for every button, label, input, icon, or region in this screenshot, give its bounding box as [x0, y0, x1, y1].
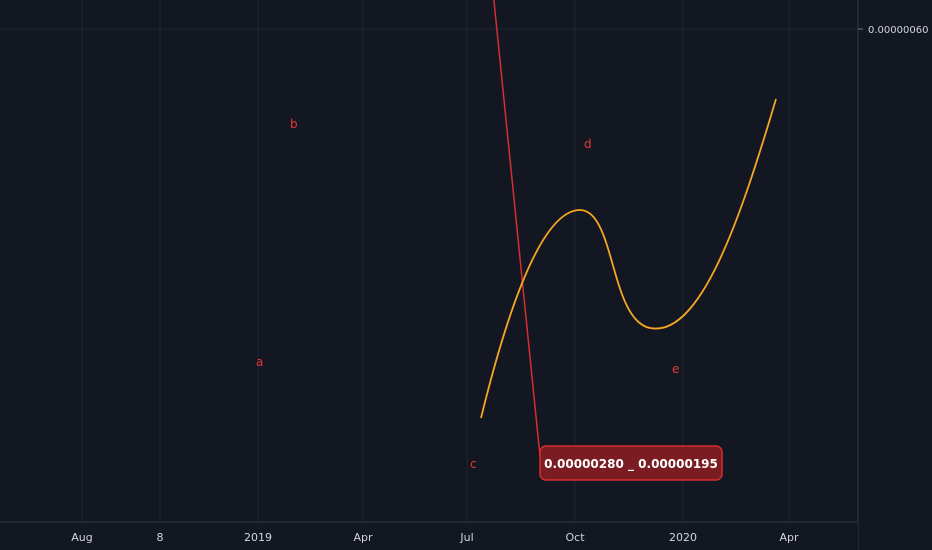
time-tick-label: 8: [157, 531, 164, 544]
time-axis-bg: [0, 522, 858, 550]
callout-text: 0.00000280 _ 0.00000195: [544, 457, 718, 472]
time-tick-label: 2019: [244, 531, 272, 544]
time-tick-label: Aug: [71, 531, 92, 544]
callout-connector: [493, 0, 541, 457]
grid-lines: [0, 0, 858, 522]
wave-label-c: c: [470, 457, 477, 471]
price-range-callout[interactable]: 0.00000280 _ 0.00000195: [539, 445, 723, 481]
price-tick-label: 0.00000060: [868, 25, 928, 36]
time-tick-label: Oct: [565, 531, 585, 544]
wave-label-b: b: [290, 117, 298, 131]
callout-box: [539, 445, 723, 481]
drawings-layer[interactable]: [0, 0, 858, 457]
projection-path[interactable]: [480, 98, 777, 419]
wave-label-e: e: [672, 362, 679, 376]
time-tick-label: Apr: [353, 531, 373, 544]
time-tick-label: Jul: [459, 531, 473, 544]
wave-label-a: a: [256, 355, 263, 369]
price-axis-bg: [858, 0, 932, 550]
time-tick-label: Apr: [779, 531, 799, 544]
time-tick-label: 2020: [669, 531, 697, 544]
wave-label-d: d: [584, 137, 592, 151]
